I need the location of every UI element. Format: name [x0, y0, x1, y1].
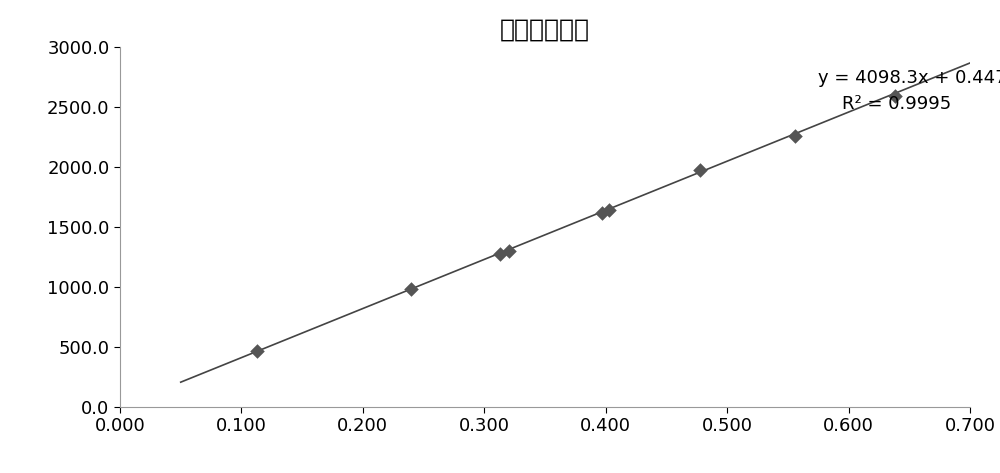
Point [594, 209, 610, 217]
Point [787, 132, 803, 140]
Point [403, 285, 419, 293]
Point [601, 206, 617, 213]
Point [887, 92, 903, 99]
Text: y = 4098.3x + 0.4474: y = 4098.3x + 0.4474 [818, 69, 1000, 87]
Title: 苯线性关系图: 苯线性关系图 [500, 17, 590, 41]
Point [249, 347, 265, 354]
Text: R² = 0.9995: R² = 0.9995 [842, 95, 952, 113]
Point [501, 247, 517, 254]
Point [692, 166, 708, 174]
Point [492, 251, 508, 258]
